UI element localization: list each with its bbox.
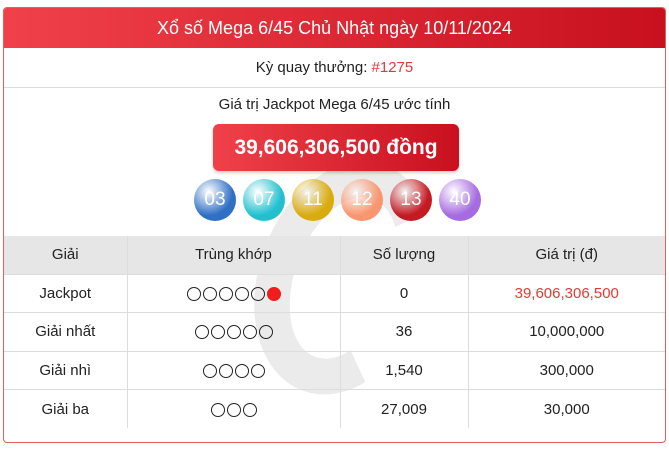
- circle-icon: [218, 286, 233, 301]
- number-ball: 12: [341, 179, 383, 221]
- number-ball: 11: [292, 179, 334, 221]
- col-header: Giải: [4, 236, 127, 274]
- circle-icon: [210, 325, 225, 340]
- prize-value: 300,000: [467, 350, 665, 390]
- circle-icon: [242, 402, 257, 417]
- prize-value: 30,000: [467, 389, 665, 428]
- winner-count: 27,009: [339, 389, 468, 428]
- number-ball: 07: [243, 179, 285, 221]
- circle-icon: [234, 363, 249, 378]
- circle-icon: [250, 286, 265, 301]
- draw-label: Kỳ quay thưởng:: [255, 59, 372, 76]
- circle-icon: [226, 402, 241, 417]
- page-title: Xổ số Mega 6/45 Chủ Nhật ngày 10/11/2024: [4, 8, 665, 48]
- col-header: Giá trị (đ): [467, 236, 665, 274]
- circle-icon: [202, 363, 217, 378]
- winner-count: 1,540: [339, 350, 468, 390]
- table-row: Giải nhì 1,540 300,000: [4, 350, 665, 390]
- prize-table: Giải Trùng khớp Số lượng Giá trị (đ) Jac…: [4, 236, 665, 428]
- circle-icon: [210, 402, 225, 417]
- prize-name: Jackpot: [4, 273, 127, 313]
- table-row: Giải nhất 36 10,000,000: [4, 312, 665, 351]
- prize-value: 39,606,306,500: [467, 273, 665, 313]
- circle-icon: [234, 286, 249, 301]
- match-indicator: [126, 389, 340, 428]
- result-card: Xổ số Mega 6/45 Chủ Nhật ngày 10/11/2024…: [3, 7, 666, 443]
- circle-icon: [194, 325, 209, 340]
- col-header: Trùng khớp: [126, 236, 340, 274]
- prize-name: Giải nhì: [4, 350, 127, 390]
- match-indicator: [126, 273, 340, 313]
- circle-icon: [186, 286, 201, 301]
- prize-name: Giải ba: [4, 389, 127, 428]
- table-row: Jackpot 0 39,606,306,500: [4, 273, 665, 313]
- match-indicator: [126, 350, 340, 390]
- winner-count: 0: [339, 273, 468, 313]
- table-row: Giải ba 27,009 30,000: [4, 389, 665, 428]
- number-ball: 40: [439, 179, 481, 221]
- number-ball: 13: [390, 179, 432, 221]
- circle-icon: [226, 325, 241, 340]
- jackpot-amount: 39,606,306,500 đồng: [213, 124, 459, 171]
- winning-numbers: 03 07 11 12 13 40: [194, 179, 481, 221]
- prize-value: 10,000,000: [467, 312, 665, 351]
- col-header: Số lượng: [339, 236, 468, 274]
- jackpot-label: Giá trị Jackpot Mega 6/45 ước tính: [218, 96, 451, 113]
- circle-icon: [258, 325, 273, 340]
- circle-icon: [218, 363, 233, 378]
- match-indicator: [126, 312, 340, 351]
- special-ball-icon: [266, 286, 281, 301]
- draw-number: #1275: [371, 59, 414, 76]
- winner-count: 36: [339, 312, 468, 351]
- number-ball: 03: [194, 179, 236, 221]
- circle-icon: [242, 325, 257, 340]
- draw-info: Kỳ quay thưởng: #1275: [4, 48, 665, 88]
- prize-name: Giải nhất: [4, 312, 127, 351]
- circle-icon: [202, 286, 217, 301]
- circle-icon: [250, 363, 265, 378]
